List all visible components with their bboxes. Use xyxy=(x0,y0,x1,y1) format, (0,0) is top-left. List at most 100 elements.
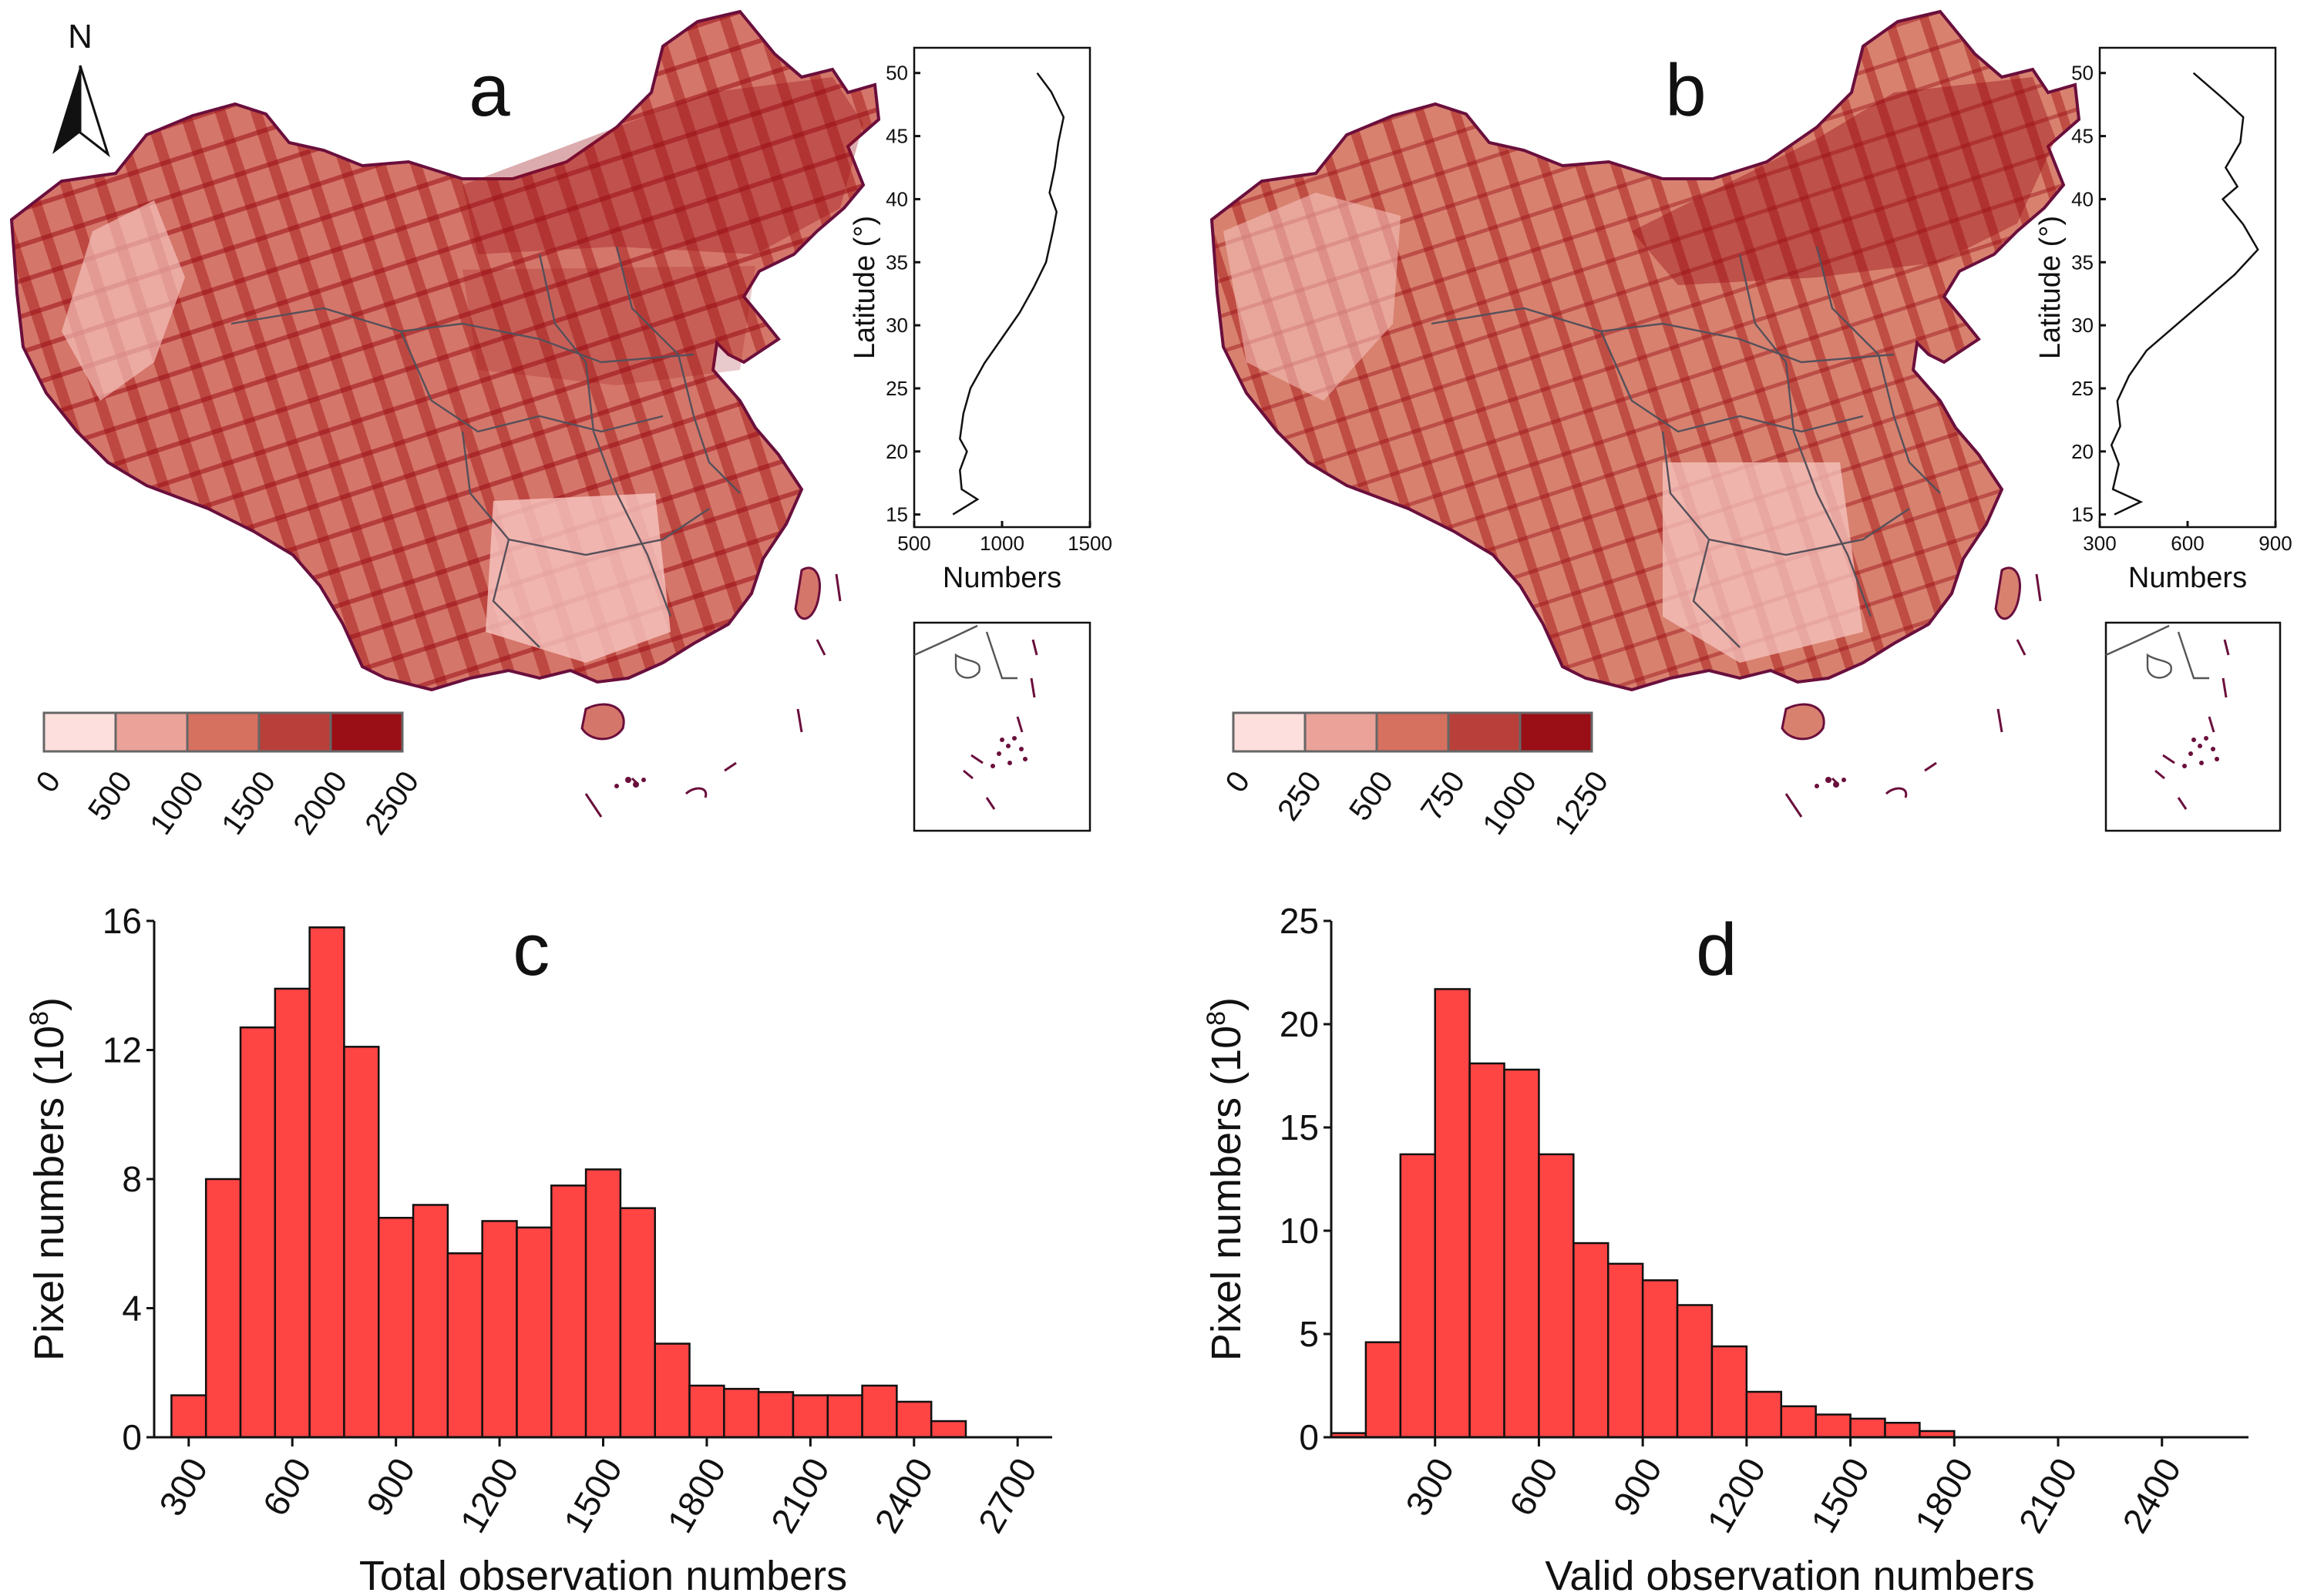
profile-ytick-label: 50 xyxy=(2071,62,2094,85)
histogram-bar xyxy=(1572,1242,1609,1439)
histogram-bar xyxy=(930,1420,967,1439)
histogram-c: 0 4 8 12 16 300 600 900 1200 1500 1800 2100 2400 2700… xyxy=(25,901,1052,1596)
colorbar-tick-label: 750 xyxy=(1414,765,1472,827)
y-tick-label: 4 xyxy=(122,1289,142,1329)
profile-ytick-label: 30 xyxy=(2071,314,2094,337)
profile-ytick-label: 25 xyxy=(886,377,908,400)
colorbar-swatch xyxy=(1447,711,1522,753)
y-tick-label: 0 xyxy=(122,1417,142,1457)
histogram-bar xyxy=(723,1387,760,1439)
x-tick-label: 300 xyxy=(1398,1451,1461,1522)
colorbar-swatch xyxy=(114,711,189,753)
colorbar-tick-label: 500 xyxy=(82,765,139,827)
profile-xlabel: Numbers xyxy=(943,562,1061,594)
x-tick-label: 2700 xyxy=(970,1451,1044,1540)
x-axis-label: Valid observation numbers xyxy=(1545,1553,2034,1596)
y-axis-label-main: Pixel numbers (10 xyxy=(26,1026,72,1361)
colorbar-swatch xyxy=(1519,711,1593,753)
x-tick-label: 600 xyxy=(1502,1451,1566,1522)
histogram-bar xyxy=(757,1391,795,1439)
y-axis-label-exponent: 8 xyxy=(25,1011,54,1026)
profile-ytick-label: 40 xyxy=(886,187,908,210)
profile-xtick-label: 1500 xyxy=(1068,532,1112,555)
y-tick-label: 8 xyxy=(122,1159,142,1199)
panel-letter-a: a xyxy=(469,49,510,132)
profile-line xyxy=(952,72,1065,516)
histogram-bar xyxy=(1538,1153,1575,1439)
histogram-bar xyxy=(204,1178,242,1439)
histogram-bar xyxy=(1364,1341,1402,1439)
histogram-bar xyxy=(654,1342,691,1439)
histogram-bar xyxy=(1606,1262,1644,1439)
histogram-bar xyxy=(1849,1417,1886,1439)
y-tick-label: 10 xyxy=(1280,1211,1319,1251)
histogram-bar xyxy=(274,987,311,1439)
panel-letter-c: c xyxy=(513,909,550,991)
profile-ytick-label: 20 xyxy=(886,440,908,463)
y-axis-label-end: ) xyxy=(26,997,72,1011)
histogram-bar xyxy=(481,1220,518,1439)
colorbar-tick-label: 0 xyxy=(30,765,68,798)
histogram-bar xyxy=(1434,988,1471,1439)
histogram-bar xyxy=(1641,1279,1679,1439)
colorbar-tick-label: 250 xyxy=(1271,765,1328,827)
histogram-bar xyxy=(1815,1413,1852,1439)
profile-ytick-label: 45 xyxy=(2071,125,2094,148)
profile-ytick-label: 50 xyxy=(886,62,908,85)
y-tick-label: 12 xyxy=(103,1030,142,1070)
colorbar-b: 0 250 500 750 1000 1250 xyxy=(1219,711,1615,841)
profile-ytick-label: 20 xyxy=(2071,440,2094,463)
map-panel-a: a xyxy=(10,10,880,818)
y-axis-label: Pixel numbers (108) xyxy=(1202,997,1250,1361)
profile-ytick-label: 35 xyxy=(2071,250,2094,274)
histogram-bar xyxy=(239,1026,277,1439)
x-tick-label: 2400 xyxy=(2114,1451,2188,1540)
histogram-bar xyxy=(1676,1304,1714,1439)
profile-xtick-label: 500 xyxy=(897,532,930,555)
colorbar-a: 0 500 1000 1500 2000 2500 xyxy=(30,711,425,841)
histogram-bar xyxy=(792,1394,829,1439)
colorbar-tick-label: 1000 xyxy=(1476,765,1543,841)
colorbar-swatch xyxy=(1375,711,1450,753)
profile-xtick-label: 1000 xyxy=(980,532,1024,555)
y-axis-label: Pixel numbers (108) xyxy=(25,997,72,1361)
histogram-bar xyxy=(1503,1068,1540,1439)
x-tick-label: 1200 xyxy=(452,1451,526,1540)
x-tick-label: 1500 xyxy=(1803,1451,1877,1540)
histogram-bar xyxy=(1468,1062,1505,1439)
histogram-bar xyxy=(516,1226,553,1439)
profile-ylabel: Latitude (°) xyxy=(2034,216,2067,359)
colorbar-tick-label: 500 xyxy=(1343,765,1400,827)
colorbar-tick-label: 1000 xyxy=(143,765,210,841)
y-tick-label: 15 xyxy=(1280,1107,1319,1147)
x-tick-label: 600 xyxy=(254,1451,318,1522)
x-tick-label: 2400 xyxy=(866,1451,940,1540)
y-tick-label: 5 xyxy=(1299,1314,1319,1354)
x-tick-label: 900 xyxy=(358,1451,422,1522)
y-tick-label: 16 xyxy=(103,901,142,941)
colorbar-tick-label: 2500 xyxy=(358,765,425,841)
y-tick-label: 0 xyxy=(1299,1417,1319,1457)
profile-ytick-label: 25 xyxy=(2071,377,2094,400)
colorbar-swatch xyxy=(1232,711,1307,753)
histogram-bar xyxy=(1399,1153,1436,1439)
x-tick-label: 1500 xyxy=(556,1451,630,1540)
profile-xtick-label: 600 xyxy=(2171,532,2204,555)
x-axis-label: Total observation numbers xyxy=(359,1553,847,1596)
north-arrow-icon xyxy=(52,66,80,154)
y-axis-label-exponent: 8 xyxy=(1202,1011,1231,1026)
y-tick-label: 25 xyxy=(1280,901,1319,941)
profile-ytick-label: 40 xyxy=(2071,187,2094,210)
colorbar-swatch xyxy=(329,711,404,753)
histogram-bar xyxy=(378,1217,415,1439)
profile-ylabel: Latitude (°) xyxy=(849,216,881,359)
panel-letter-d: d xyxy=(1696,909,1737,991)
panel-letter-b: b xyxy=(1665,49,1706,132)
histogram-bar xyxy=(1710,1345,1748,1439)
colorbar-tick-label: 1500 xyxy=(215,765,282,841)
x-tick-label: 1800 xyxy=(1907,1451,1981,1540)
x-tick-label: 2100 xyxy=(763,1451,837,1540)
colorbar-swatch xyxy=(1303,711,1378,753)
inset-map-b xyxy=(2104,621,2282,832)
histogram-bar xyxy=(1884,1421,1921,1439)
